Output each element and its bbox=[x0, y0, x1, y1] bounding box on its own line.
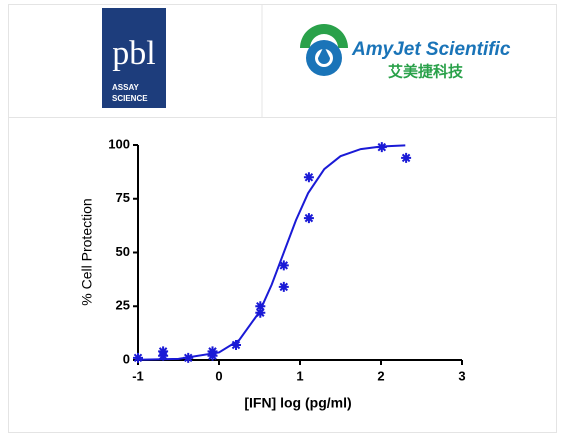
y-tick-label: 0 bbox=[123, 351, 130, 366]
x-tick-label: 1 bbox=[296, 368, 303, 383]
logo-mark: pbl bbox=[112, 35, 155, 72]
logo-text: ASSAY bbox=[112, 83, 139, 92]
x-tick-label: -1 bbox=[132, 368, 144, 383]
data-point bbox=[278, 260, 289, 271]
y-axis-label: % Cell Protection bbox=[79, 198, 95, 305]
x-tick-label: 3 bbox=[458, 368, 465, 383]
x-tick-label: 0 bbox=[215, 368, 222, 383]
logo-chinese: 艾美捷科技 bbox=[388, 63, 464, 81]
data-point bbox=[278, 281, 289, 292]
data-point bbox=[401, 152, 412, 163]
y-tick-label: 75 bbox=[116, 190, 130, 205]
data-point bbox=[207, 350, 218, 361]
data-point bbox=[255, 307, 266, 318]
data-point bbox=[303, 172, 314, 183]
logo-text: SCIENCE bbox=[112, 94, 148, 103]
y-tick-label: 100 bbox=[108, 136, 130, 151]
fit-curve bbox=[137, 144, 406, 361]
x-tick-label: 2 bbox=[377, 368, 384, 383]
frame bbox=[8, 4, 557, 433]
data-point bbox=[255, 301, 266, 312]
pbl-logo bbox=[102, 8, 166, 108]
data-point bbox=[133, 352, 143, 363]
y-tick-label: 50 bbox=[116, 244, 130, 259]
logo-name: AmyJet Scientific bbox=[351, 39, 511, 60]
data-point bbox=[231, 339, 242, 350]
data-point bbox=[158, 350, 169, 361]
x-axis-label: [IFN] log (pg/ml) bbox=[244, 395, 351, 411]
data-point bbox=[303, 213, 314, 224]
amyjet-icon bbox=[300, 24, 348, 76]
y-tick-label: 25 bbox=[116, 298, 130, 313]
